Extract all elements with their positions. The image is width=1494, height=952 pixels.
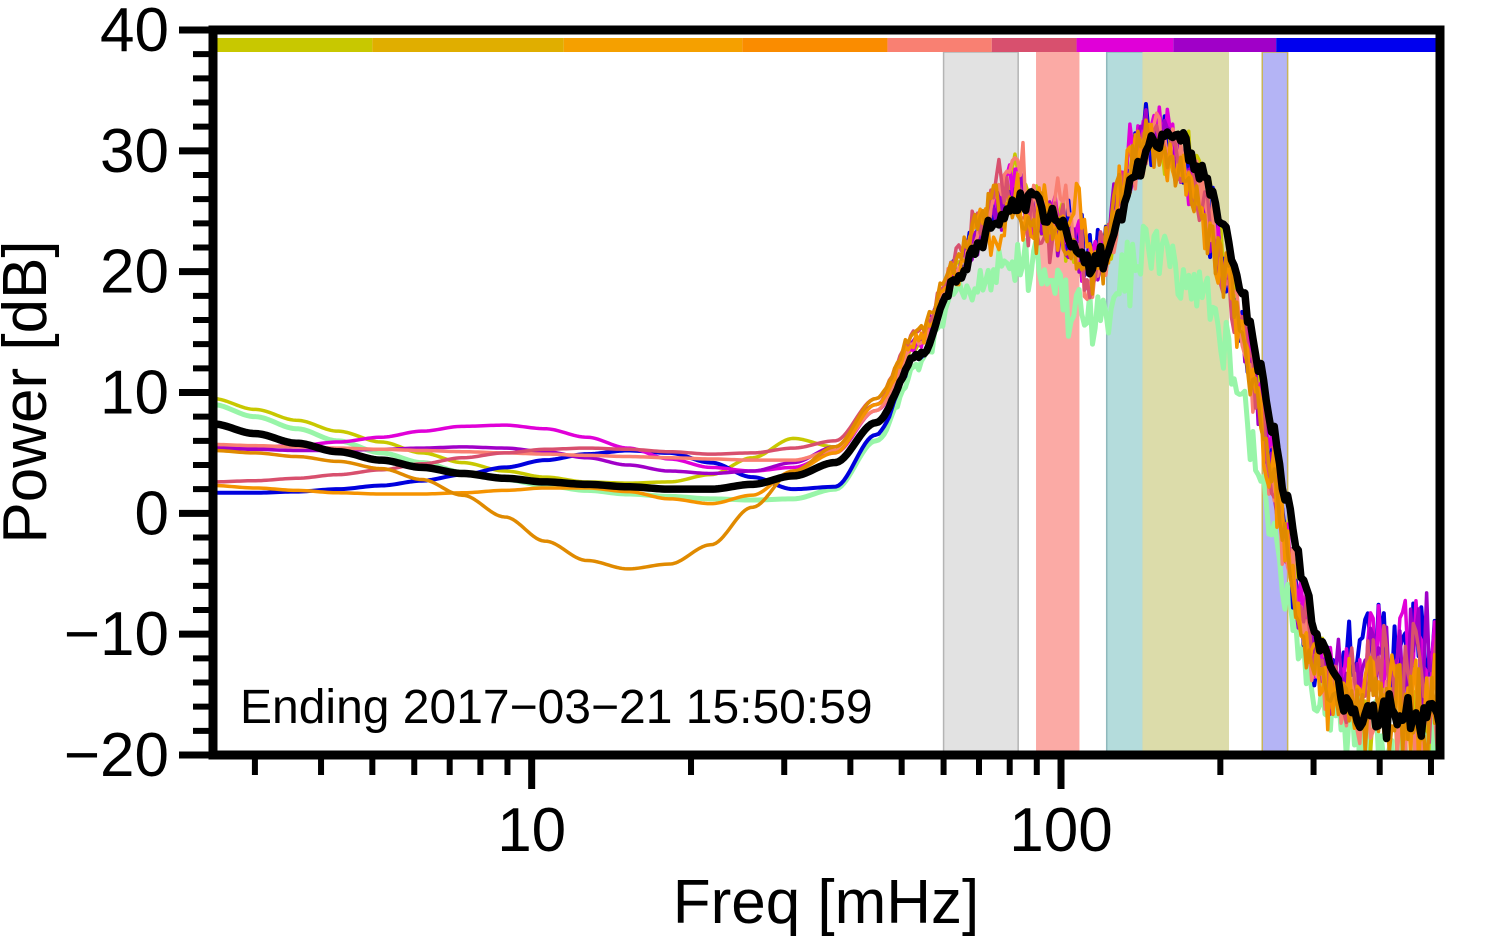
y-tick-label: −10 xyxy=(64,600,169,669)
trace-trace-darkorange xyxy=(213,118,1440,755)
colorbar-segment-6 xyxy=(1076,38,1174,52)
colorbar-segment-2 xyxy=(563,38,743,52)
x-tick-label: 100 xyxy=(1009,796,1112,865)
band-pink xyxy=(1036,51,1080,756)
ending-timestamp-annotation: Ending 2017−03−21 15:50:59 xyxy=(240,681,873,734)
colorbar-segment-1 xyxy=(372,38,564,52)
colorbar-segment-3 xyxy=(742,38,888,52)
trace-trace-salmon xyxy=(213,111,1440,755)
spectral-trace-group xyxy=(213,102,1440,755)
y-tick-label: 30 xyxy=(100,117,169,186)
y-tick-label: 20 xyxy=(100,238,169,307)
colorbar-segment-0 xyxy=(213,38,373,52)
y-tick-label: 40 xyxy=(100,0,169,65)
y-tick-label: 10 xyxy=(100,359,169,428)
x-tick-label: 10 xyxy=(497,796,566,865)
y-axis-title: Power [dB] xyxy=(0,240,60,543)
y-tick-label: 0 xyxy=(135,479,169,548)
band-gray xyxy=(942,51,1019,756)
frequency-colorbar xyxy=(213,38,1440,52)
axis-tick-label-group: 10 100 −20 −10 0 10 20 30 40 xyxy=(64,0,1113,865)
colorbar-segment-8 xyxy=(1276,38,1440,52)
colorbar-segment-7 xyxy=(1173,38,1277,52)
axis-tick-group xyxy=(179,26,1434,789)
x-axis-title: Freq [mHz] xyxy=(673,868,980,937)
y-tick-label: −20 xyxy=(64,721,169,790)
trace-trace-orange xyxy=(213,122,1440,755)
colorbar-segment-4 xyxy=(887,38,992,52)
colorbar-segment-5 xyxy=(991,38,1077,52)
trace-mean xyxy=(213,128,1440,743)
